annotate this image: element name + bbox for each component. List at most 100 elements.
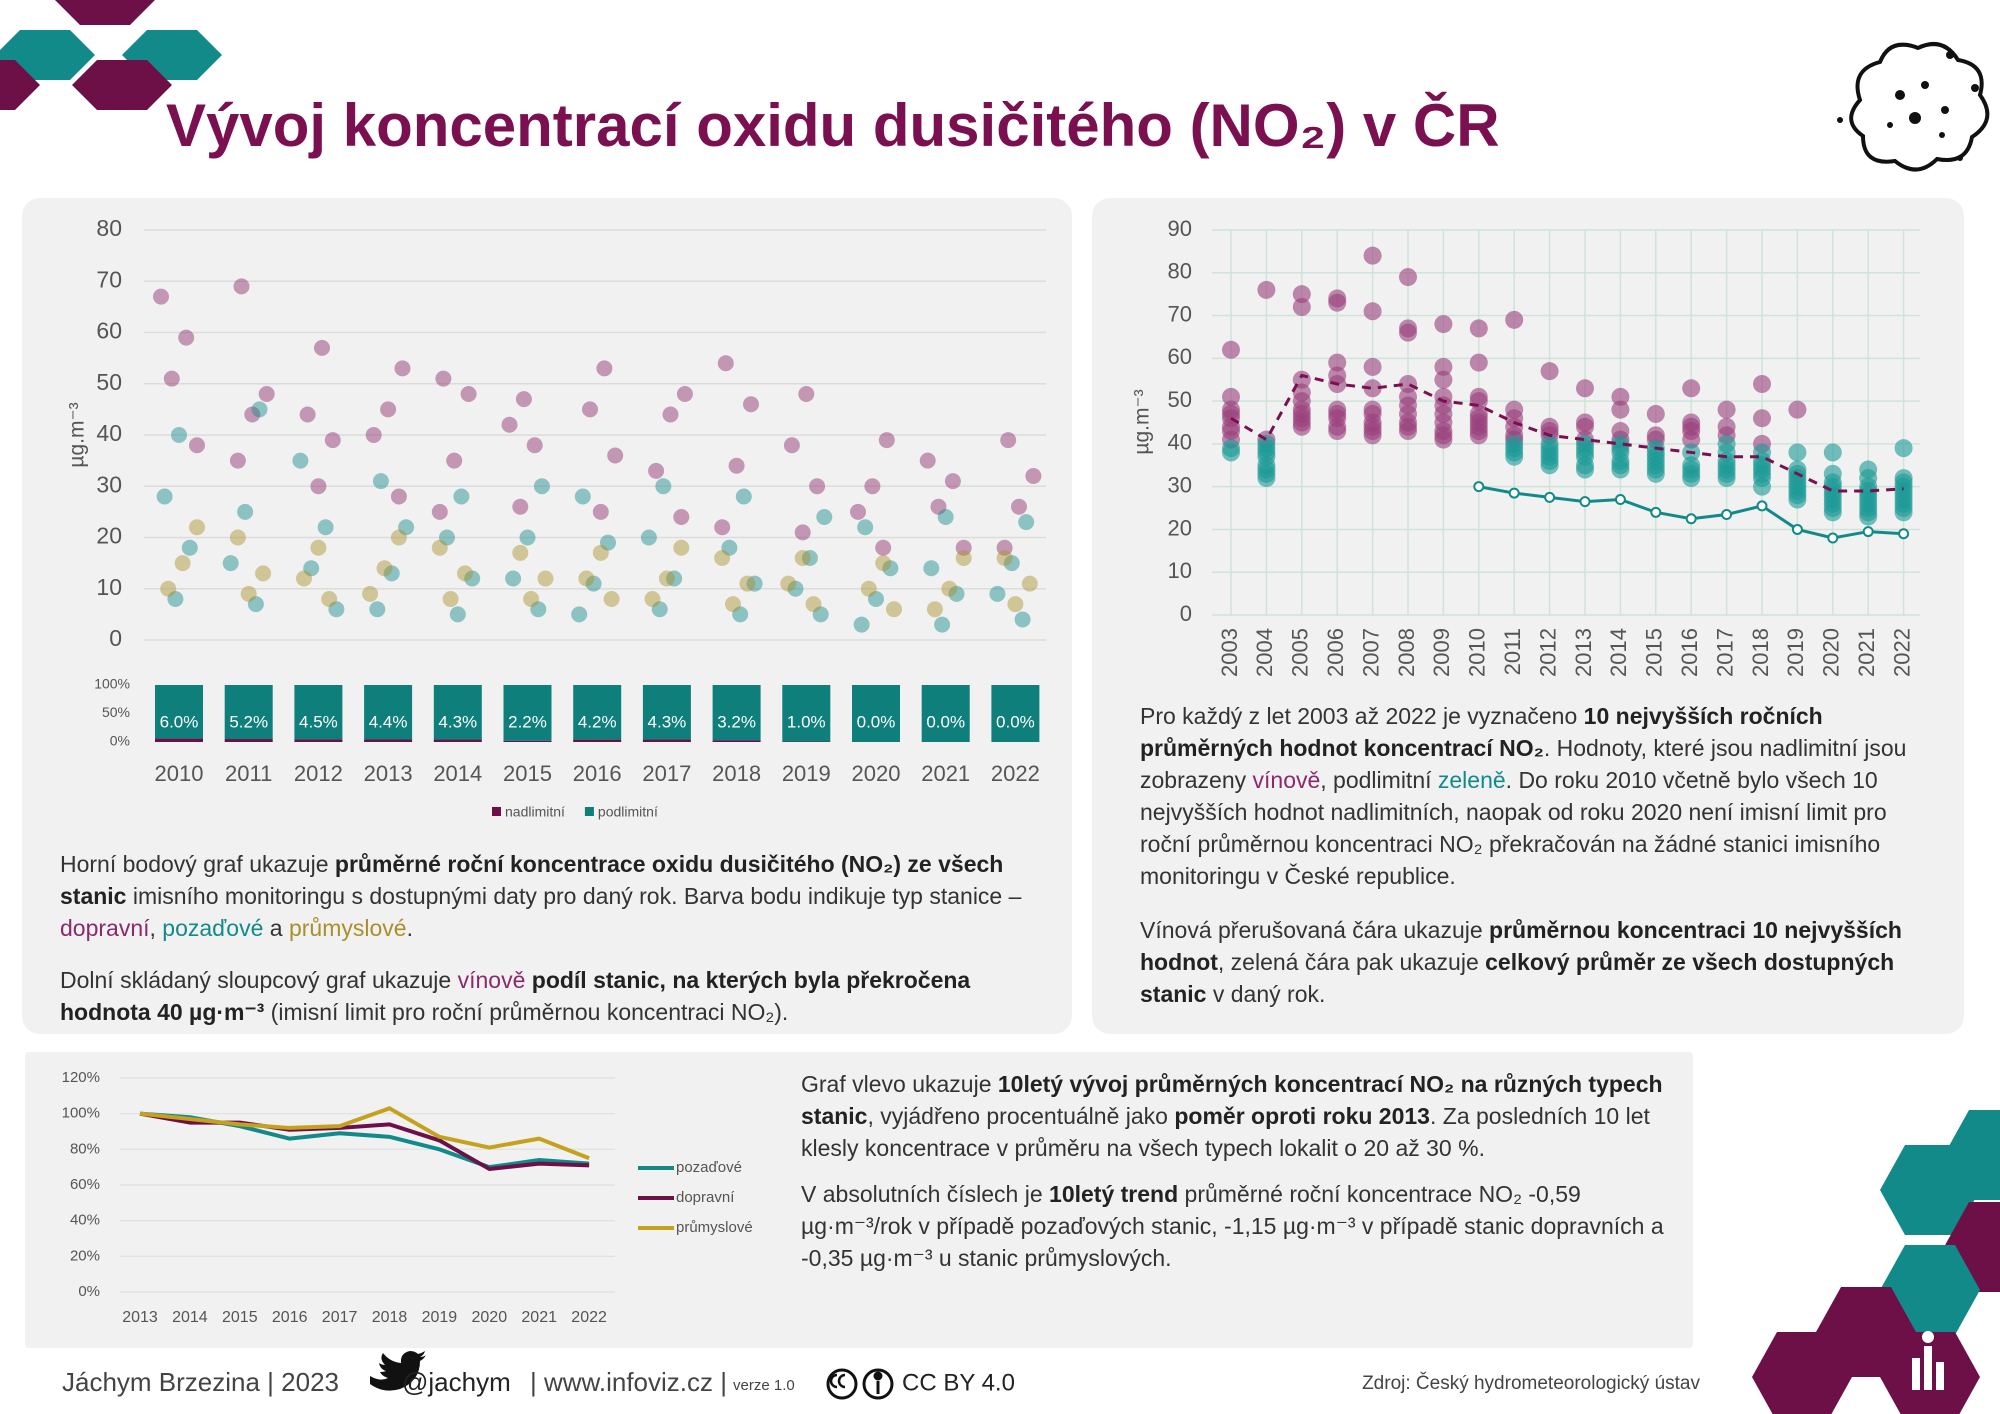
data-point [676, 386, 693, 402]
data-point [1222, 443, 1240, 462]
y-tick-label: 10 [1168, 558, 1192, 583]
y-tick-label: 80 [1168, 259, 1192, 284]
data-point [1576, 417, 1594, 436]
x-tick-label: 2010 [155, 761, 204, 786]
paragraph: Graf vlevo ukazuje 10letý vývoj průměrný… [801, 1068, 1681, 1164]
x-tick-label: 2016 [272, 1309, 308, 1326]
data-point [1682, 469, 1701, 488]
data-point [941, 580, 958, 597]
legend-label: nadlimitní [505, 804, 565, 820]
data-point [812, 606, 829, 623]
text-span: . [406, 915, 413, 941]
data-point [578, 570, 595, 587]
paragraph: Pro každý z let 2003 až 2022 je vyznačen… [1140, 700, 1940, 892]
data-point [383, 565, 400, 582]
bar-segment [224, 685, 273, 740]
data-point [794, 524, 811, 541]
data-point [512, 498, 529, 515]
data-point [292, 452, 309, 469]
x-tick-label: 2007 [1358, 628, 1383, 677]
data-point [431, 503, 448, 520]
data-point [167, 591, 184, 607]
data-point [948, 585, 965, 602]
y-tick-label: 20 [1168, 515, 1192, 540]
data-point [321, 591, 338, 607]
data-point [1859, 507, 1878, 526]
x-tick-label: 2018 [712, 761, 761, 786]
text-block: Horní bodový graf ukazuje průměrné roční… [60, 848, 1050, 1048]
x-tick-label: 2015 [222, 1309, 258, 1326]
value-label: 6.0% [160, 712, 199, 731]
data-point [955, 539, 972, 556]
data-point [299, 406, 316, 423]
line-marker [1614, 494, 1626, 505]
data-point [523, 591, 540, 607]
data-point [1434, 315, 1453, 334]
text-span: zeleně [1437, 767, 1506, 793]
x-tick-label: 2016 [1677, 628, 1702, 677]
text-span: průměrnou koncentraci 10 nejvyšších hodn… [1140, 917, 1902, 975]
legend-swatch [584, 807, 594, 816]
data-point [857, 519, 874, 536]
data-point [181, 539, 198, 556]
text-block: Graf vlevo ukazuje 10letý vývoj průměrný… [801, 1068, 1681, 1288]
bar-segment [224, 739, 273, 742]
data-point [798, 386, 815, 402]
bar-segment [573, 739, 622, 742]
y-tick-label: 0 [1180, 601, 1192, 626]
x-tick-label: 2013 [1571, 628, 1596, 677]
y-tick-label: 60 [96, 318, 122, 344]
text-block: Pro každý z let 2003 až 2022 je vyznačen… [1140, 700, 1940, 1032]
x-tick-label: 2011 [1500, 628, 1525, 675]
line-marker [1544, 491, 1556, 503]
data-point [1007, 596, 1024, 613]
footer-license: CC BY 4.0 [902, 1369, 1015, 1396]
data-point [592, 544, 609, 561]
x-tick-label: 2014 [433, 761, 482, 786]
footer-source: Zdroj: Český hydrometeorologický ústav [1362, 1372, 1700, 1394]
page-title: Vývoj koncentrací oxidu dusičitého (NO₂)… [166, 92, 1500, 159]
line-marker [1685, 513, 1697, 525]
data-point [1014, 611, 1031, 628]
data-point [178, 329, 195, 346]
text-span: v daný rok. [1206, 981, 1326, 1007]
data-point [989, 585, 1006, 602]
data-point [728, 457, 745, 474]
text-span: podíl stanic, na kterých byla překročena… [60, 967, 971, 1025]
data-point [662, 406, 679, 423]
x-tick-label: 2020 [1819, 628, 1844, 677]
bar-segment [294, 739, 343, 742]
text-span: , [149, 915, 163, 941]
data-point [255, 565, 272, 582]
value-label: 0.0% [926, 712, 965, 731]
data-point [714, 550, 731, 566]
data-point [721, 539, 738, 556]
y-tick-label: 70 [96, 266, 122, 292]
data-point [171, 427, 187, 443]
text-span: Dolní skládaný sloupcový graf ukazuje [60, 967, 458, 993]
value-label: 4.3% [648, 712, 687, 731]
line-series [1230, 373, 1904, 493]
y-tick-label: 20% [70, 1247, 100, 1264]
bar-segment [294, 685, 343, 740]
data-point [658, 570, 675, 587]
data-point [376, 560, 393, 577]
data-point [314, 339, 330, 356]
y-tick-label: 90 [1168, 216, 1192, 241]
data-point [1292, 417, 1311, 436]
data-point [732, 606, 749, 623]
data-point [435, 370, 452, 387]
data-point [442, 591, 459, 607]
text-span: vínově [457, 967, 526, 993]
x-tick-label: 2015 [1642, 628, 1667, 677]
data-point [1682, 379, 1701, 398]
x-tick-label: 2014 [172, 1309, 208, 1326]
x-tick-label: 2011 [225, 761, 272, 786]
x-tick-label: 2018 [1748, 628, 1773, 677]
data-point [1646, 404, 1665, 423]
data-point [160, 580, 177, 597]
data-point [596, 360, 613, 377]
data-point [673, 509, 690, 525]
